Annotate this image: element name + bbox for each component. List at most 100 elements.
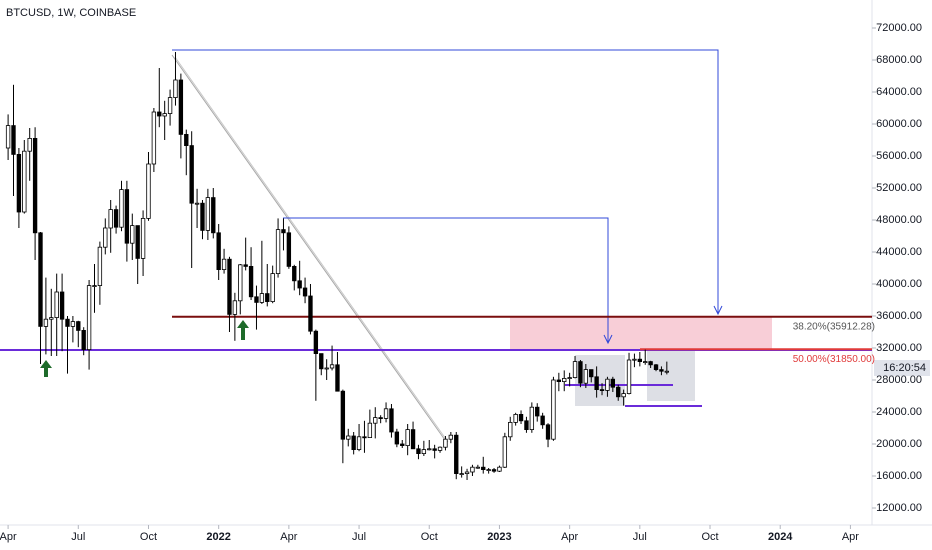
- candle-body: [54, 291, 59, 319]
- candle-body: [162, 113, 167, 117]
- trend-line: [171, 54, 446, 441]
- y-tick-label: 68000.00: [876, 54, 922, 66]
- candle-body: [108, 209, 113, 229]
- candle-body: [270, 273, 275, 303]
- candle-body: [81, 329, 86, 350]
- candle-body: [589, 369, 594, 378]
- candle-body: [437, 446, 443, 451]
- countdown: 16:20:54: [883, 362, 926, 374]
- candle-body: [497, 466, 502, 472]
- candle-body: [184, 133, 189, 146]
- candle-body: [16, 153, 22, 213]
- candle-body: [297, 280, 302, 289]
- candle-body: [59, 291, 65, 320]
- candle-body: [211, 197, 216, 234]
- candle-body: [232, 300, 238, 315]
- candle-body: [373, 417, 378, 424]
- candle-body: [292, 265, 297, 282]
- candle-body: [551, 379, 556, 440]
- chart-title: BTCUSD, 1W, COINBASE: [6, 7, 136, 19]
- candle-body: [626, 359, 632, 394]
- candle-body: [194, 202, 200, 205]
- candle-body: [545, 424, 551, 440]
- candle-body: [308, 295, 313, 332]
- candle-body: [167, 97, 173, 114]
- candle-body: [200, 202, 205, 231]
- candle-body: [302, 287, 308, 297]
- target-zone: [510, 316, 772, 350]
- y-tick-label: 64000.00: [876, 86, 922, 98]
- candle-body: [27, 137, 32, 152]
- trend-line: [174, 56, 449, 443]
- candle-body: [491, 469, 497, 472]
- projection-arrow: [283, 217, 609, 343]
- candle-body: [70, 321, 76, 327]
- candle-body: [616, 386, 621, 398]
- candle-body: [486, 469, 491, 472]
- candle-body: [351, 435, 356, 451]
- range-box: [647, 349, 695, 401]
- candle-body: [146, 163, 151, 219]
- candle-body: [216, 232, 221, 271]
- candle-body: [43, 318, 49, 327]
- arrow-head: [713, 305, 723, 316]
- candle-body: [313, 330, 319, 355]
- candle-body: [335, 364, 340, 392]
- x-tick-label: 2022: [206, 531, 230, 543]
- candle-body: [248, 265, 254, 298]
- candle-body: [578, 361, 583, 384]
- candle-body: [637, 358, 643, 363]
- candle-body: [470, 466, 475, 473]
- candle-body: [524, 420, 529, 430]
- candle-body: [410, 429, 416, 450]
- candle-body: [599, 389, 605, 392]
- candle-body: [275, 229, 281, 275]
- x-tick-label: Apr: [280, 531, 297, 543]
- candle-body: [157, 111, 162, 117]
- candle-body: [394, 431, 400, 445]
- candle-body: [32, 137, 38, 234]
- candle-body: [653, 364, 659, 370]
- y-tick-label: 48000.00: [876, 214, 922, 226]
- candle-body: [178, 79, 184, 135]
- candle-body: [583, 369, 589, 384]
- candle-body: [22, 150, 27, 213]
- candle-body: [227, 258, 232, 315]
- x-tick-label: Oct: [140, 531, 157, 543]
- candle-body: [119, 189, 124, 228]
- y-tick-label: 24000.00: [876, 406, 922, 418]
- candle-body: [383, 408, 389, 419]
- candle-body: [362, 436, 367, 439]
- y-tick-label: 20000.00: [876, 438, 922, 450]
- candle-body: [481, 466, 486, 471]
- candle-body: [459, 473, 464, 476]
- y-tick-label: 60000.00: [876, 118, 922, 130]
- y-tick-label: 44000.00: [876, 246, 922, 258]
- x-tick-label: Oct: [421, 531, 438, 543]
- projection-arrow: [172, 49, 719, 314]
- candle-body: [432, 448, 437, 451]
- candle-body: [664, 370, 670, 373]
- candle-body: [86, 285, 92, 351]
- x-tick-label: Apr: [0, 531, 17, 543]
- candle-body: [205, 197, 211, 231]
- range-box: [575, 355, 625, 406]
- candle-body: [92, 285, 97, 288]
- candle-body: [367, 422, 373, 439]
- candle-body: [378, 417, 383, 420]
- candle-body: [97, 246, 103, 286]
- candle-body: [659, 369, 664, 372]
- candle-body: [189, 145, 194, 204]
- candle-body: [221, 258, 227, 271]
- candle-body: [340, 390, 346, 440]
- candle-body: [49, 317, 54, 320]
- candle-body: [329, 364, 335, 369]
- candle-body: [643, 361, 648, 364]
- candle-body: [238, 264, 243, 302]
- candle-body: [475, 466, 481, 469]
- candle-body: [346, 435, 351, 440]
- candle-body: [281, 229, 286, 234]
- candle-body: [5, 125, 11, 149]
